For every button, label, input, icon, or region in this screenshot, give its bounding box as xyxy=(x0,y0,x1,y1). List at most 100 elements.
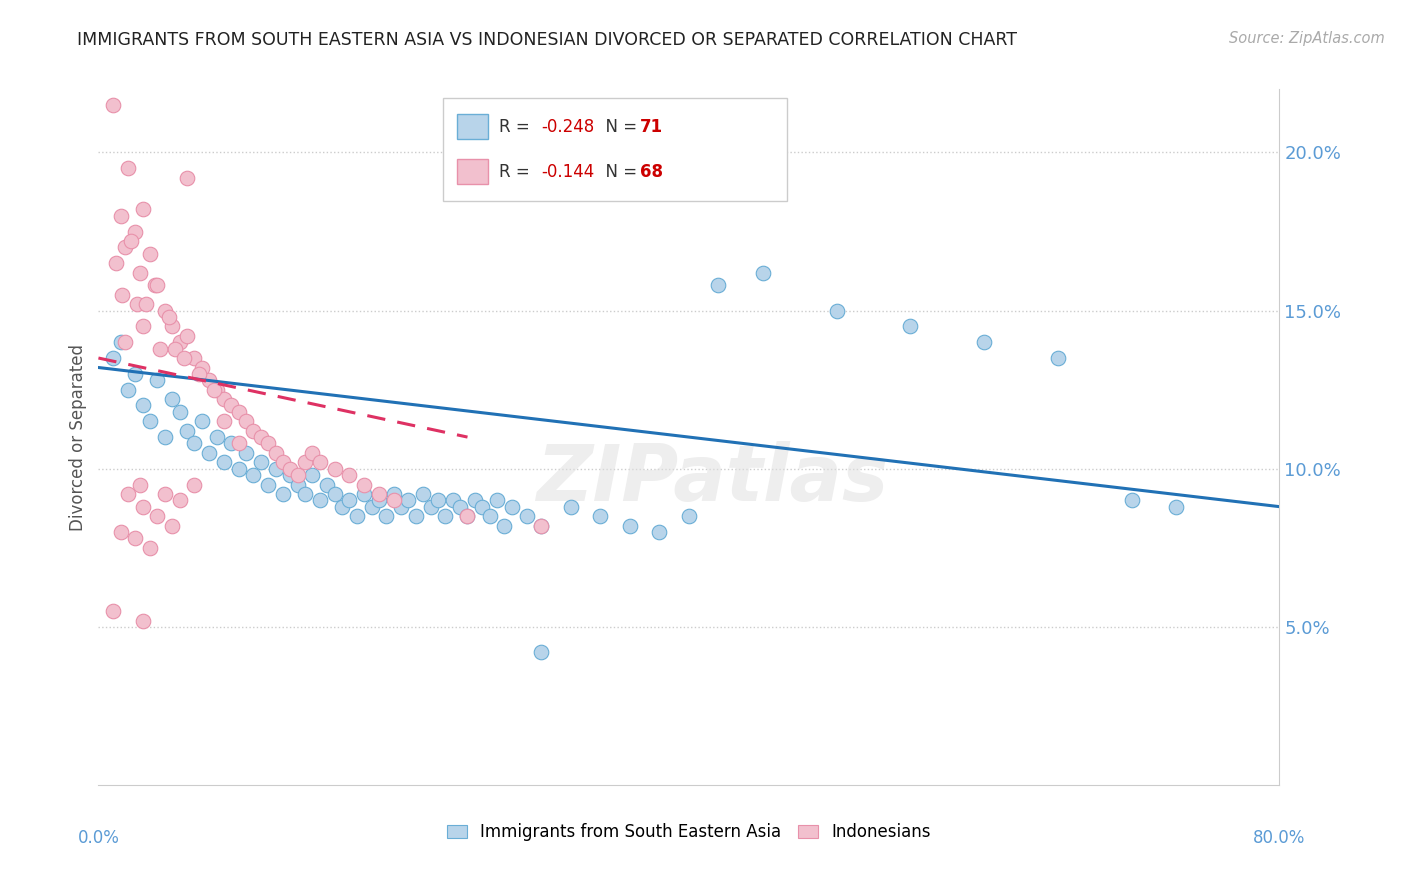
Point xyxy=(368,493,391,508)
Point xyxy=(280,468,302,483)
Point xyxy=(419,500,441,514)
Point xyxy=(398,493,420,508)
Point xyxy=(1047,351,1070,365)
Point xyxy=(464,493,486,508)
Point xyxy=(235,414,257,428)
Point xyxy=(117,487,139,501)
Point xyxy=(198,373,221,387)
Point xyxy=(132,500,155,514)
Point xyxy=(294,487,316,501)
Point xyxy=(301,446,323,460)
Point xyxy=(162,392,183,406)
Text: N =: N = xyxy=(595,118,643,136)
Point xyxy=(250,430,273,444)
Point xyxy=(382,487,405,501)
Point xyxy=(110,524,132,539)
Point xyxy=(103,98,125,112)
Point xyxy=(162,319,183,334)
Point xyxy=(146,373,169,387)
Point xyxy=(212,392,235,406)
Point xyxy=(191,414,214,428)
Point xyxy=(132,202,155,217)
Point xyxy=(139,414,162,428)
Point xyxy=(120,234,142,248)
Point xyxy=(157,310,180,324)
Point xyxy=(176,329,198,343)
Text: ZIPatlas: ZIPatlas xyxy=(537,441,889,516)
Point xyxy=(146,509,169,524)
Text: R =: R = xyxy=(499,163,536,181)
Point xyxy=(287,468,309,483)
Text: -0.144: -0.144 xyxy=(541,163,595,181)
Point xyxy=(339,468,361,483)
Point xyxy=(330,500,353,514)
Point xyxy=(114,240,136,254)
Legend: Immigrants from South Eastern Asia, Indonesians: Immigrants from South Eastern Asia, Indo… xyxy=(441,818,936,847)
Point xyxy=(183,477,205,491)
Point xyxy=(530,645,553,659)
Point xyxy=(132,614,155,628)
Text: 68: 68 xyxy=(640,163,662,181)
Point xyxy=(212,414,235,428)
Point xyxy=(202,383,225,397)
Point xyxy=(752,266,775,280)
Point xyxy=(135,297,157,311)
Point xyxy=(375,509,398,524)
Point xyxy=(486,493,509,508)
Text: 0.0%: 0.0% xyxy=(77,829,120,847)
Point xyxy=(294,455,316,469)
Point xyxy=(316,477,339,491)
Point xyxy=(382,493,405,508)
Point xyxy=(368,487,391,501)
Point xyxy=(257,477,280,491)
Point xyxy=(124,531,146,545)
Point xyxy=(128,477,150,491)
Point xyxy=(235,446,257,460)
Point xyxy=(114,335,136,350)
Point xyxy=(271,455,294,469)
Point xyxy=(117,161,139,176)
Point xyxy=(169,405,191,419)
Point xyxy=(162,518,183,533)
Text: N =: N = xyxy=(595,163,643,181)
Point xyxy=(825,303,848,318)
Point xyxy=(309,493,332,508)
Point xyxy=(205,430,228,444)
Point xyxy=(309,455,332,469)
Point xyxy=(1166,500,1188,514)
Point xyxy=(105,256,128,270)
Point xyxy=(257,436,280,450)
Point xyxy=(287,477,309,491)
Point xyxy=(900,319,922,334)
Point xyxy=(132,319,155,334)
Point xyxy=(103,604,125,618)
Point xyxy=(707,278,730,293)
Point xyxy=(125,297,148,311)
Point xyxy=(353,477,375,491)
Point xyxy=(183,436,205,450)
Point xyxy=(165,342,187,356)
Point xyxy=(228,405,250,419)
Text: Source: ZipAtlas.com: Source: ZipAtlas.com xyxy=(1229,31,1385,46)
Point xyxy=(205,383,228,397)
Point xyxy=(427,493,450,508)
Point xyxy=(589,509,612,524)
Point xyxy=(264,446,287,460)
Point xyxy=(169,335,191,350)
Point xyxy=(169,493,191,508)
Point xyxy=(301,468,323,483)
Text: IMMIGRANTS FROM SOUTH EASTERN ASIA VS INDONESIAN DIVORCED OR SEPARATED CORRELATI: IMMIGRANTS FROM SOUTH EASTERN ASIA VS IN… xyxy=(77,31,1018,49)
Point xyxy=(973,335,995,350)
Point xyxy=(176,170,198,185)
Point xyxy=(221,399,243,413)
Point xyxy=(339,493,361,508)
Point xyxy=(110,209,132,223)
Point xyxy=(139,541,162,555)
Point xyxy=(198,446,221,460)
Point xyxy=(153,303,176,318)
Point xyxy=(228,436,250,450)
Point xyxy=(360,500,382,514)
Point xyxy=(128,266,150,280)
Point xyxy=(619,518,641,533)
Point xyxy=(1121,493,1143,508)
